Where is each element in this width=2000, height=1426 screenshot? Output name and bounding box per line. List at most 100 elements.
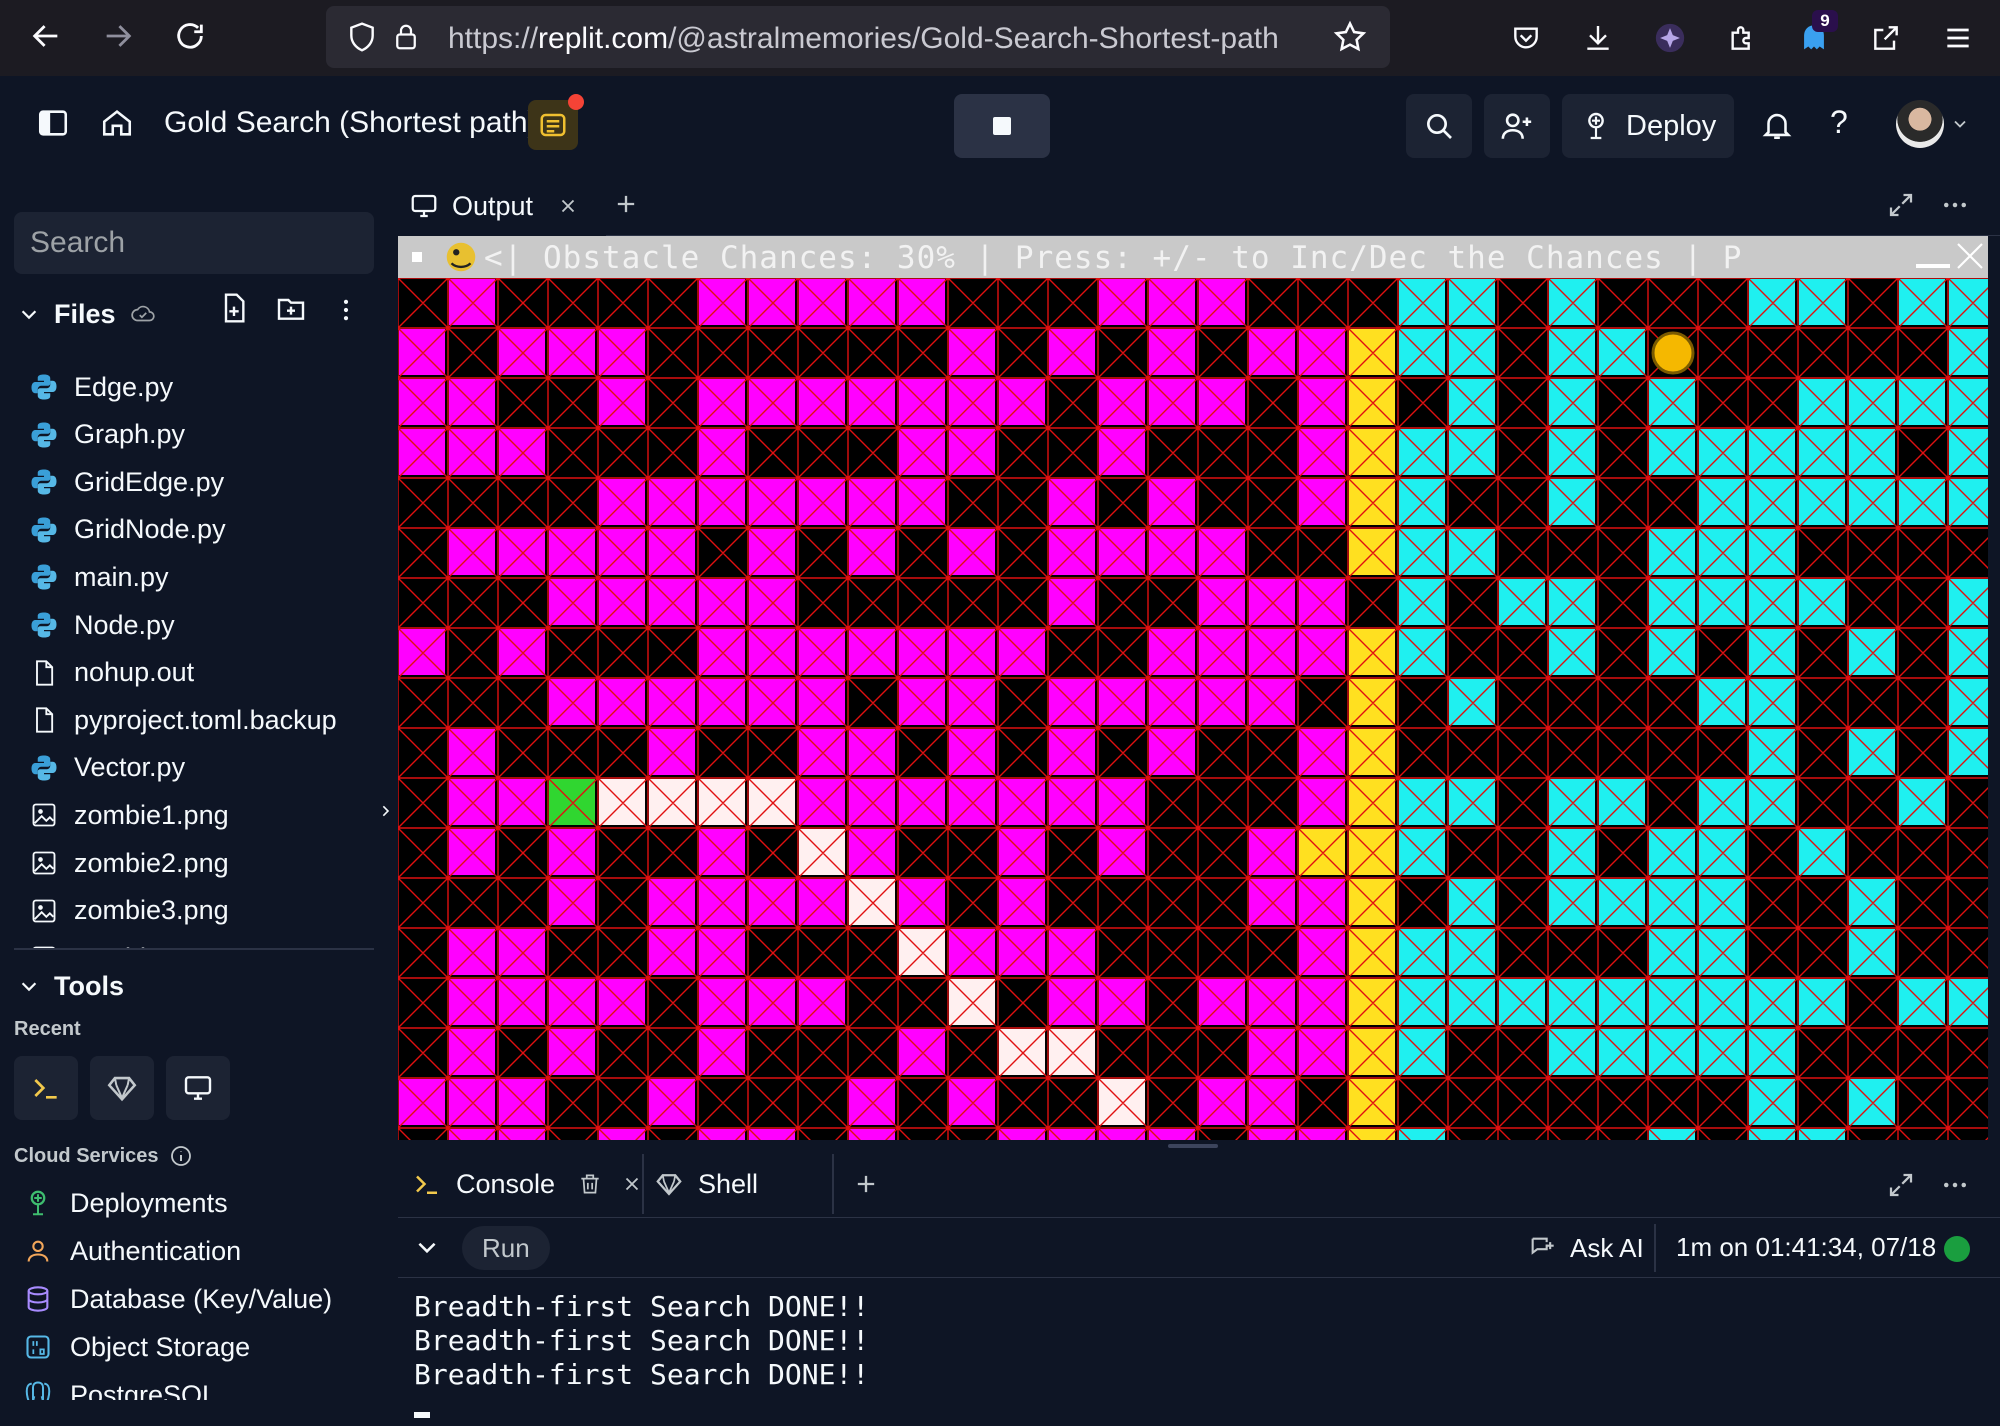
run-label-button[interactable]: Run: [462, 1226, 550, 1270]
pane-more-button[interactable]: [1940, 190, 1970, 225]
storage-icon: [22, 1331, 54, 1363]
close-icon[interactable]: [621, 1173, 643, 1195]
chevron-down-icon[interactable]: [1950, 114, 1970, 139]
project-title[interactable]: Gold Search (Shortest path): [164, 106, 538, 139]
file-item[interactable]: pyproject.toml.backup: [28, 698, 337, 742]
url-text[interactable]: https://replit.com/@astralmemories/Gold-…: [448, 22, 1279, 56]
monitor-icon: [184, 1076, 212, 1100]
hamburger-menu-icon[interactable]: [1934, 14, 1982, 62]
image-file-icon: [28, 895, 60, 927]
cloud-services-label: Cloud Services: [14, 1144, 193, 1168]
download-icon[interactable]: [1574, 14, 1622, 62]
recent-tool-shell[interactable]: [90, 1056, 154, 1120]
arrow-right-icon: [106, 25, 132, 47]
file-item[interactable]: GridNode.py: [28, 508, 226, 552]
lock-icon[interactable]: [382, 13, 430, 61]
collapse-button[interactable]: [414, 1234, 440, 1265]
file-item[interactable]: zombie4.png: [28, 936, 229, 950]
cloud-service-item[interactable]: PostgreSQL: [22, 1373, 217, 1400]
pane-resize-handle[interactable]: [1168, 1144, 1218, 1148]
tab-console[interactable]: Console: [412, 1160, 643, 1208]
close-window-button[interactable]: [1954, 240, 1986, 277]
add-tab-button[interactable]: [852, 1170, 880, 1203]
new-folder-button[interactable]: [274, 292, 314, 332]
deploy-button[interactable]: Deploy: [1562, 94, 1734, 158]
pane-more-button[interactable]: [1940, 1170, 1970, 1205]
star-icon[interactable]: [1326, 13, 1374, 61]
project-info-button[interactable]: [528, 100, 578, 150]
tab-output[interactable]: Output: [408, 184, 589, 228]
files-section-header[interactable]: Files: [18, 274, 158, 354]
file-item[interactable]: Vector.py: [28, 746, 185, 790]
url-bar[interactable]: https://replit.com/@astralmemories/Gold-…: [326, 6, 1390, 68]
pocket-icon[interactable]: [1502, 14, 1550, 62]
tools-section-header[interactable]: Tools: [18, 964, 124, 1008]
sidebar-resize-handle[interactable]: [378, 786, 394, 836]
file-item[interactable]: Graph.py: [28, 413, 185, 457]
file-item[interactable]: zombie1.png: [28, 793, 229, 837]
tab-shell-label: Shell: [698, 1168, 759, 1199]
forward-button[interactable]: [90, 8, 146, 64]
game-window[interactable]: <| Obstacle Chances: 30% | Press: +/- to…: [398, 236, 1988, 1140]
gold-path-cell: [1349, 1129, 1395, 1140]
tab-shell[interactable]: Shell: [654, 1160, 758, 1208]
files-more-button[interactable]: [332, 294, 360, 328]
file-item[interactable]: Node.py: [28, 603, 175, 647]
file-item[interactable]: zombie3.png: [28, 889, 229, 933]
new-folder-icon: [277, 298, 305, 320]
invite-button[interactable]: [1484, 94, 1550, 158]
stop-button[interactable]: [954, 94, 1050, 158]
app-header: Gold Search (Shortest path) Deploy ?: [0, 76, 2000, 174]
cloud-service-item[interactable]: Authentication: [22, 1229, 241, 1273]
file-name: main.py: [74, 561, 169, 592]
cloud-service-item[interactable]: Object Storage: [22, 1325, 250, 1369]
search-icon: [1427, 114, 1452, 139]
close-icon[interactable]: [557, 195, 579, 217]
search-input[interactable]: [14, 212, 374, 274]
trash-icon[interactable]: [577, 1171, 603, 1197]
file-item[interactable]: nohup.out: [28, 651, 194, 695]
search-button[interactable]: [1406, 94, 1472, 158]
file-item[interactable]: zombie2.png: [28, 841, 229, 885]
python-file-icon: [28, 419, 60, 451]
minimize-window-button[interactable]: [1916, 264, 1950, 268]
puzzle-icon[interactable]: [1718, 14, 1766, 62]
recent-tool-console[interactable]: [14, 1056, 78, 1120]
cloud-service-item[interactable]: Deployments: [22, 1181, 228, 1225]
open-external-icon[interactable]: [1862, 14, 1910, 62]
toggle-sidebar-button[interactable]: [36, 106, 72, 142]
file-item[interactable]: Edge.py: [28, 365, 173, 409]
notifications-button[interactable]: [1760, 108, 1796, 144]
maximize-button[interactable]: [1886, 190, 1916, 225]
pygame-snake-icon: [442, 238, 480, 276]
avatar[interactable]: [1896, 100, 1944, 148]
window-menu-icon[interactable]: [412, 252, 422, 262]
pathfinding-grid[interactable]: [398, 278, 1988, 1140]
bell-icon: [1762, 113, 1792, 140]
maximize-button[interactable]: [1886, 1170, 1916, 1205]
cloud-service-name: Object Storage: [70, 1331, 251, 1362]
add-user-icon: [1501, 113, 1532, 139]
help-button[interactable]: ?: [1830, 104, 1848, 140]
console-toolbar: Run Ask AI 1m on 01:41:34, 07/18: [398, 1218, 2000, 1278]
new-file-button[interactable]: [218, 292, 258, 332]
back-button[interactable]: [18, 8, 74, 64]
file-item[interactable]: main.py: [28, 555, 169, 599]
obstacle-cell: [1049, 1129, 1095, 1140]
add-tab-button[interactable]: [612, 190, 640, 223]
recent-tool-output[interactable]: [166, 1056, 230, 1120]
file-name: GridNode.py: [74, 514, 226, 545]
reload-button[interactable]: [162, 8, 218, 64]
notification-count-badge: 9: [1812, 10, 1838, 32]
extension-badge-icon[interactable]: [1646, 14, 1694, 62]
file-item[interactable]: GridEdge.py: [28, 460, 224, 504]
home-button[interactable]: [100, 106, 136, 142]
database-icon: [22, 1283, 54, 1315]
ask-ai-button[interactable]: Ask AI: [1528, 1228, 1644, 1268]
cloud-check-icon: [130, 305, 155, 322]
server-icon: [540, 113, 566, 137]
shield-icon[interactable]: [338, 13, 386, 61]
cloud-service-item[interactable]: Database (Key/Value): [22, 1277, 332, 1321]
image-file-icon: [28, 942, 60, 950]
console-output[interactable]: Breadth-first Search DONE!! Breadth-first…: [414, 1290, 869, 1426]
